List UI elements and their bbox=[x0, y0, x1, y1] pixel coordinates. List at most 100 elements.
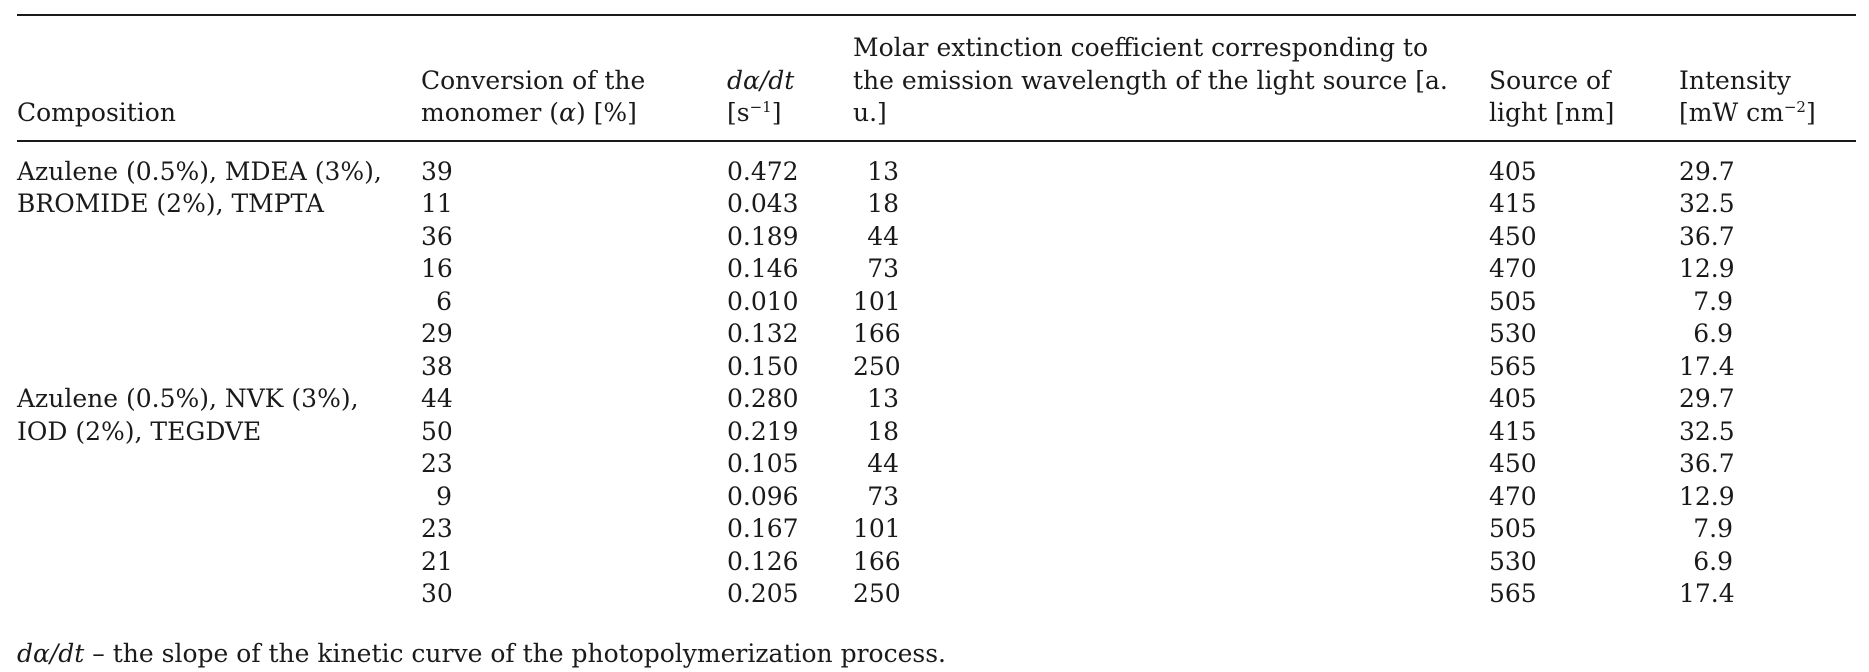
molar-cell-value: 13 bbox=[867, 384, 899, 413]
rate-cell: 0.132 bbox=[727, 318, 853, 351]
source-cell-value: 415 bbox=[1489, 189, 1537, 218]
header-source: Source of light [nm] bbox=[1489, 14, 1679, 142]
molar-cell-value: 101 bbox=[853, 514, 901, 543]
molar-cell-value: 13 bbox=[867, 156, 899, 186]
source-cell: 405 bbox=[1489, 383, 1679, 416]
header-intensity-exponent: −2 bbox=[1783, 98, 1806, 116]
molar-cell: 101 bbox=[853, 286, 1489, 319]
conversion-cell-value: 21 bbox=[421, 546, 453, 576]
molar-cell: 73 bbox=[853, 253, 1489, 286]
source-cell-value: 530 bbox=[1489, 546, 1537, 576]
composition-line: BROMIDE (2%), TMPTA bbox=[17, 189, 324, 218]
molar-cell: 101 bbox=[853, 513, 1489, 546]
rate-cell-value: 0.146 bbox=[727, 254, 799, 283]
header-composition: Composition bbox=[17, 14, 421, 142]
header-intensity: Intensity [mW cm−2] bbox=[1679, 14, 1856, 142]
intensity-cell-value: 36.7 bbox=[1679, 449, 1735, 478]
rate-cell: 0.219 bbox=[727, 416, 853, 449]
source-cell: 450 bbox=[1489, 221, 1679, 254]
table-row: Azulene (0.5%), MDEA (3%), 39 0.472 13 405 29… bbox=[17, 141, 1856, 189]
intensity-cell-value: 17.4 bbox=[1679, 351, 1735, 381]
conversion-cell-value: 6 bbox=[436, 286, 452, 316]
table-row: 6 0.010 101 505 7.9 bbox=[17, 286, 1856, 319]
molar-cell: 44 bbox=[853, 448, 1489, 481]
molar-cell: 73 bbox=[853, 481, 1489, 514]
molar-cell: 250 bbox=[853, 351, 1489, 384]
source-cell-value: 470 bbox=[1489, 481, 1537, 511]
header-rate-line2-pre: [s bbox=[727, 98, 750, 127]
table-row: 36 0.189 44 450 36.7 bbox=[17, 221, 1856, 254]
intensity-cell: 7.9 bbox=[1679, 286, 1856, 319]
table-row: 23 0.167 101 505 7.9 bbox=[17, 513, 1856, 546]
rate-cell: 0.105 bbox=[727, 448, 853, 481]
conversion-cell: 11 bbox=[421, 188, 727, 221]
header-conversion-line1: Conversion of the bbox=[421, 65, 646, 95]
footnote: dα/dt – the slope of the kinetic curve o… bbox=[17, 638, 946, 670]
header-conversion-symbol: α bbox=[559, 98, 576, 127]
source-cell: 405 bbox=[1489, 141, 1679, 189]
table-row: BROMIDE (2%), TMPTA 11 0.043 18 415 32.5 bbox=[17, 188, 1856, 221]
source-cell-value: 505 bbox=[1489, 286, 1537, 316]
header-rate: dα/dt [s−1] bbox=[727, 14, 853, 142]
rate-cell: 0.280 bbox=[727, 383, 853, 416]
molar-cell-value: 101 bbox=[853, 286, 901, 316]
composition-line: Azulene (0.5%), NVK (3%), bbox=[17, 384, 359, 413]
molar-cell-value: 18 bbox=[867, 189, 899, 218]
rate-cell-value: 0.010 bbox=[727, 286, 799, 316]
header-rate-line1: dα/dt bbox=[727, 65, 795, 95]
conversion-cell: 50 bbox=[421, 416, 727, 449]
header-rate-line2-post: ] bbox=[771, 98, 782, 127]
source-cell: 470 bbox=[1489, 481, 1679, 514]
rate-cell-value: 0.150 bbox=[727, 351, 799, 381]
rate-cell-value: 0.280 bbox=[727, 384, 799, 413]
intensity-cell: 17.4 bbox=[1679, 351, 1856, 384]
composition-cell bbox=[17, 481, 421, 514]
composition-cell bbox=[17, 286, 421, 319]
intensity-cell-value: 7.9 bbox=[1693, 286, 1733, 316]
source-cell-value: 415 bbox=[1489, 416, 1537, 446]
molar-cell-value: 18 bbox=[867, 416, 899, 446]
intensity-cell: 17.4 bbox=[1679, 578, 1856, 611]
conversion-cell-value: 29 bbox=[421, 319, 453, 348]
rate-cell-value: 0.126 bbox=[727, 546, 799, 576]
rate-cell: 0.146 bbox=[727, 253, 853, 286]
conversion-cell: 16 bbox=[421, 253, 727, 286]
rate-cell: 0.043 bbox=[727, 188, 853, 221]
composition-cell bbox=[17, 221, 421, 254]
header-source-line2: light [nm] bbox=[1489, 98, 1615, 127]
conversion-cell: 30 bbox=[421, 578, 727, 611]
source-cell: 470 bbox=[1489, 253, 1679, 286]
conversion-cell: 9 bbox=[421, 481, 727, 514]
intensity-cell-value: 32.5 bbox=[1679, 416, 1735, 446]
intensity-cell-value: 12.9 bbox=[1679, 254, 1735, 283]
rate-cell-value: 0.219 bbox=[727, 416, 799, 446]
conversion-cell-value: 39 bbox=[421, 156, 453, 186]
conversion-cell-value: 44 bbox=[421, 384, 453, 413]
table-row: 29 0.132 166 530 6.9 bbox=[17, 318, 1856, 351]
table-header: Composition Conversion of the monomer (α… bbox=[17, 14, 1856, 142]
molar-cell: 250 bbox=[853, 578, 1489, 611]
header-conversion-line2-pre: monomer ( bbox=[421, 98, 560, 127]
intensity-cell: 6.9 bbox=[1679, 546, 1856, 579]
rate-cell-value: 0.096 bbox=[727, 481, 799, 511]
conversion-cell-value: 50 bbox=[421, 416, 453, 446]
source-cell-value: 530 bbox=[1489, 319, 1537, 348]
molar-cell-value: 44 bbox=[867, 221, 899, 251]
molar-cell-value: 44 bbox=[867, 449, 899, 478]
rate-cell: 0.189 bbox=[727, 221, 853, 254]
intensity-cell: 32.5 bbox=[1679, 188, 1856, 221]
composition-cell: Azulene (0.5%), NVK (3%), bbox=[17, 383, 421, 416]
rate-cell: 0.010 bbox=[727, 286, 853, 319]
molar-cell-value: 73 bbox=[867, 254, 899, 283]
table-row: 9 0.096 73 470 12.9 bbox=[17, 481, 1856, 514]
intensity-cell: 36.7 bbox=[1679, 221, 1856, 254]
intensity-cell-value: 6.9 bbox=[1693, 546, 1733, 576]
table-row: 16 0.146 73 470 12.9 bbox=[17, 253, 1856, 286]
conversion-cell-value: 11 bbox=[421, 189, 453, 218]
intensity-cell: 6.9 bbox=[1679, 318, 1856, 351]
composition-cell bbox=[17, 546, 421, 579]
composition-cell: BROMIDE (2%), TMPTA bbox=[17, 188, 421, 221]
conversion-cell: 21 bbox=[421, 546, 727, 579]
molar-cell-value: 250 bbox=[853, 579, 901, 608]
